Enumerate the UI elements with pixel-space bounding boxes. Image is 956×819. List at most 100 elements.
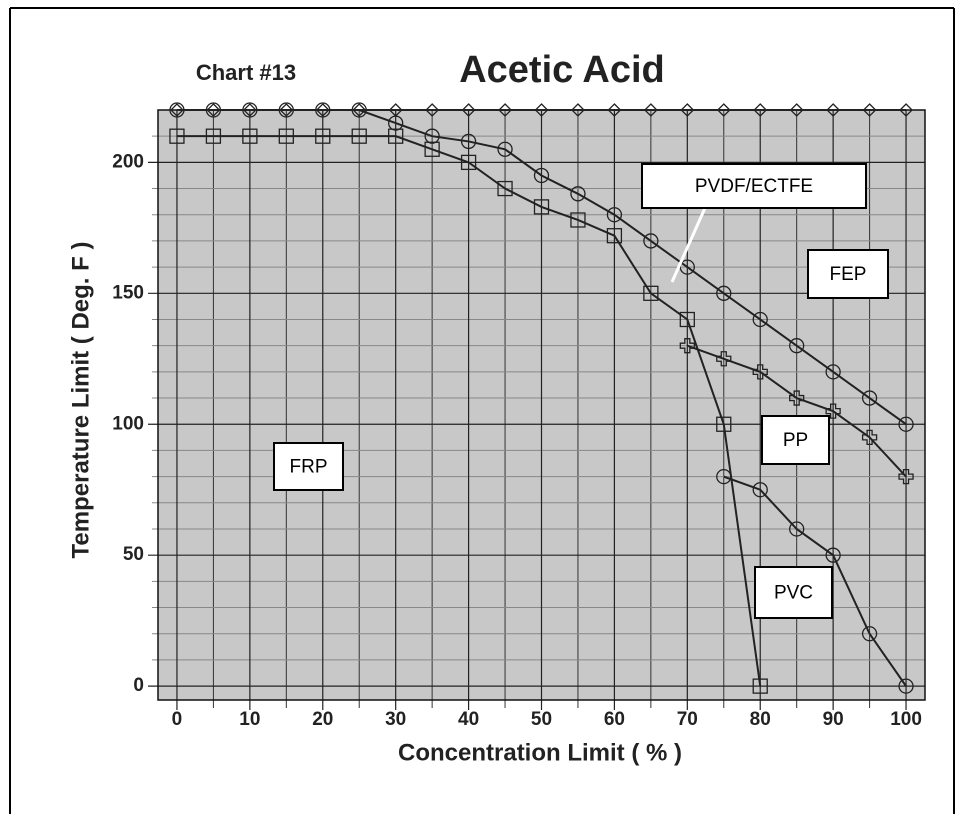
marker (460, 133, 477, 150)
marker (679, 259, 695, 275)
marker (789, 338, 805, 354)
marker (716, 351, 732, 367)
marker (169, 102, 185, 118)
label-box (754, 566, 833, 619)
chart-subtitle: Chart #13 (196, 60, 296, 85)
marker (534, 103, 549, 117)
marker (861, 429, 878, 445)
marker (315, 103, 330, 117)
marker (533, 167, 550, 184)
marker (315, 102, 331, 118)
marker (498, 103, 512, 117)
marker (315, 128, 331, 144)
marker (170, 103, 184, 117)
marker (753, 103, 768, 117)
label-box (273, 442, 344, 491)
label-box (641, 163, 867, 209)
marker (206, 103, 221, 117)
x-tick-label: 0 (172, 709, 183, 730)
marker (716, 416, 732, 432)
x-tick-label: 50 (531, 709, 552, 730)
marker (424, 128, 440, 144)
marker (679, 311, 695, 328)
y-tick-label: 150 (112, 282, 144, 303)
y-axis-label: Temperature Limit ( Deg. F ) (67, 242, 94, 559)
leader-line (670, 207, 707, 283)
marker (278, 128, 294, 144)
marker (825, 403, 841, 419)
series-label: PVDF/ECTFE (695, 176, 813, 197)
marker (425, 103, 440, 117)
series-label: PP (783, 430, 808, 451)
marker (752, 364, 768, 380)
marker (826, 103, 841, 117)
marker (716, 285, 732, 301)
x-tick-label: 30 (385, 709, 406, 730)
marker (643, 233, 659, 249)
chart-title: Acetic Acid (459, 49, 665, 91)
marker (461, 103, 476, 117)
x-axis-label: Concentration Limit ( % ) (398, 739, 682, 766)
series-label: PVC (774, 583, 813, 604)
marker (680, 103, 695, 117)
x-tick-label: 10 (239, 709, 260, 730)
series-label: FRP (290, 457, 328, 478)
x-tick-label: 80 (750, 709, 771, 730)
x-tick-label: 40 (458, 709, 479, 730)
marker (205, 102, 222, 118)
marker (571, 103, 585, 117)
x-tick-label: 90 (823, 709, 844, 730)
marker (242, 103, 257, 117)
marker (825, 364, 841, 380)
marker (205, 128, 222, 144)
marker (861, 390, 878, 406)
marker (643, 285, 659, 301)
marker (752, 678, 768, 694)
y-tick-label: 200 (112, 151, 144, 172)
marker (643, 103, 658, 117)
marker (789, 390, 805, 406)
marker (607, 103, 622, 117)
marker (533, 199, 550, 215)
y-tick-label: 100 (112, 413, 144, 434)
marker (497, 180, 513, 197)
marker (752, 482, 768, 498)
series-line (176, 109, 907, 426)
x-tick-label: 100 (890, 709, 922, 730)
marker (716, 468, 732, 485)
marker (606, 207, 623, 223)
marker (789, 103, 804, 117)
marker (242, 102, 258, 118)
marker (424, 141, 440, 157)
label-box (807, 249, 889, 299)
marker (679, 338, 695, 354)
marker (497, 141, 513, 157)
marker (570, 212, 586, 228)
marker (352, 103, 367, 117)
marker (606, 228, 623, 244)
x-tick-label: 20 (312, 709, 333, 730)
series-line (686, 344, 907, 478)
marker (898, 416, 914, 432)
x-tick-label: 60 (604, 709, 625, 730)
marker (388, 115, 404, 131)
marker (242, 128, 258, 144)
marker (570, 186, 586, 202)
marker (388, 128, 404, 144)
marker (861, 626, 878, 642)
x-tick-label: 70 (677, 709, 698, 730)
marker (862, 103, 877, 117)
label-box (761, 415, 830, 465)
series-line (176, 135, 762, 687)
marker (752, 311, 768, 328)
frame (9, 7, 955, 814)
marker (898, 468, 914, 485)
series-label: FEP (830, 264, 867, 285)
marker (716, 103, 731, 117)
marker (789, 521, 805, 537)
marker (460, 154, 477, 171)
marker (899, 103, 913, 117)
marker (351, 102, 367, 118)
marker (169, 128, 185, 144)
